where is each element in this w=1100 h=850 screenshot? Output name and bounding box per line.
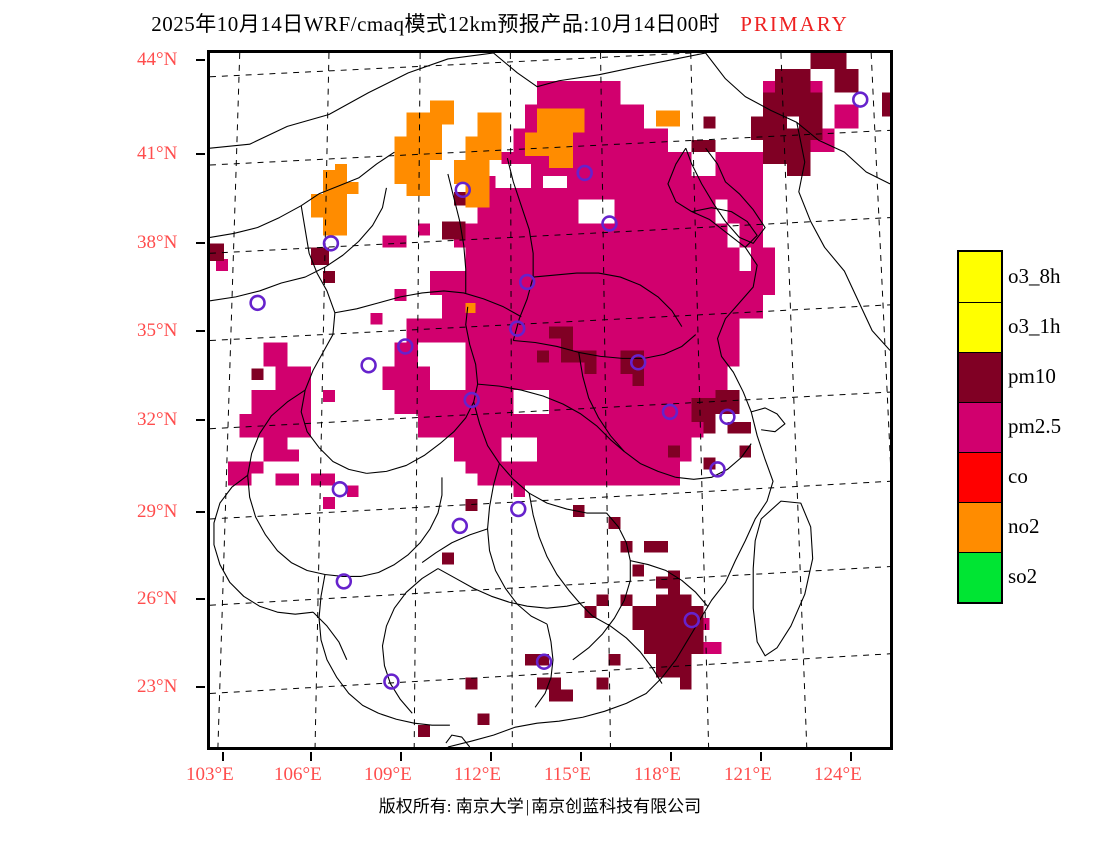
x-tick-103e	[222, 752, 224, 761]
y-axis-label-38n: 38°N	[137, 232, 178, 253]
copyright-footer: 版权所有: 南京大学 | 南京创蓝科技有限公司	[0, 792, 1080, 817]
legend-swatch-co[interactable]	[959, 452, 1001, 502]
graticule	[210, 53, 890, 747]
raster-no2	[311, 100, 680, 313]
y-tick-29n	[196, 511, 205, 513]
y-axis-label-26n: 26°N	[137, 588, 178, 609]
x-tick-112e	[490, 752, 492, 761]
title-main-text: 2025年10月14日WRF/cmaq模式12km预报产品:10月14日00时	[151, 12, 721, 36]
pollutant-legend	[957, 250, 1003, 604]
map-canvas	[210, 53, 890, 747]
x-axis-label-106e: 106°E	[274, 764, 322, 785]
x-tick-106e	[310, 752, 312, 761]
y-axis-label-32n: 32°N	[137, 409, 178, 430]
footer-separator: |	[525, 797, 530, 816]
legend-label-no2: no2	[1008, 514, 1040, 538]
legend-swatch-pm2.5[interactable]	[959, 402, 1001, 452]
x-axis-label-109e: 109°E	[364, 764, 412, 785]
raster-pm25	[215, 80, 859, 654]
x-tick-118e	[670, 752, 672, 761]
legend-swatch-pm10[interactable]	[959, 352, 1001, 402]
raster-pm10	[210, 53, 890, 738]
y-tick-23n	[196, 686, 205, 688]
legend-label-pm10: pm10	[1008, 364, 1056, 388]
legend-label-so2: so2	[1008, 564, 1038, 588]
y-tick-35n	[196, 330, 205, 332]
legend-label-o3_1h: o3_1h	[1008, 314, 1061, 338]
title-primary-tag: PRIMARY	[740, 12, 849, 36]
y-tick-38n	[196, 242, 205, 244]
legend-label-co: co	[1008, 464, 1028, 488]
page-title: 2025年10月14日WRF/cmaq模式12km预报产品:10月14日00时 P…	[0, 8, 1000, 38]
x-axis-label-124e: 124°E	[814, 764, 862, 785]
x-tick-124e	[850, 752, 852, 761]
map-plot-area[interactable]	[207, 50, 893, 750]
x-axis-label-112e: 112°E	[454, 764, 501, 785]
y-tick-32n	[196, 419, 205, 421]
legend-swatch-no2[interactable]	[959, 502, 1001, 552]
y-axis-label-35n: 35°N	[137, 320, 178, 341]
legend-swatch-o3_8h[interactable]	[959, 252, 1001, 302]
footer-owner: 版权所有: 南京大学	[378, 797, 524, 816]
x-tick-115e	[580, 752, 582, 761]
x-tick-121e	[760, 752, 762, 761]
x-tick-109e	[400, 752, 402, 761]
legend-label-o3_8h: o3_8h	[1008, 264, 1061, 288]
x-axis-label-115e: 115°E	[544, 764, 591, 785]
x-axis-label-121e: 121°E	[724, 764, 772, 785]
y-axis-label-23n: 23°N	[137, 676, 178, 697]
x-axis-label-118e: 118°E	[634, 764, 681, 785]
y-tick-41n	[196, 153, 205, 155]
legend-label-pm2.5: pm2.5	[1008, 414, 1062, 438]
footer-company: 南京创蓝科技有限公司	[531, 797, 702, 816]
y-tick-44n	[196, 59, 205, 61]
y-axis-label-44n: 44°N	[137, 49, 178, 70]
x-axis-label-103e: 103°E	[186, 764, 234, 785]
city-station-markers[interactable]	[249, 91, 869, 690]
y-axis-label-41n: 41°N	[137, 143, 178, 164]
legend-swatch-o3_1h[interactable]	[959, 302, 1001, 352]
y-tick-26n	[196, 598, 205, 600]
legend-swatch-so2[interactable]	[959, 552, 1001, 602]
y-axis-label-29n: 29°N	[137, 501, 178, 522]
